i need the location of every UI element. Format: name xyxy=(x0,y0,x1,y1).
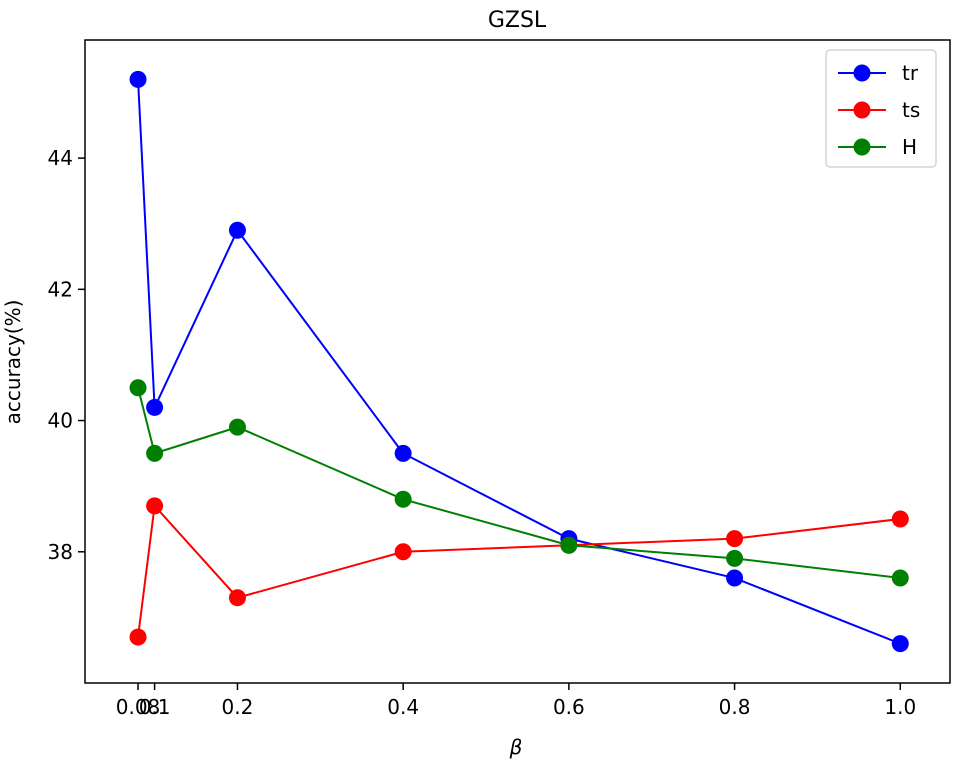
legend-box xyxy=(825,49,937,168)
x-tick-label: 0.8 xyxy=(719,695,751,719)
x-tick-label: 0.2 xyxy=(222,695,254,719)
x-tick-label: 0.08 xyxy=(116,695,161,719)
data-point-ts xyxy=(891,510,909,528)
x-tick-label: 0.6 xyxy=(553,695,585,719)
y-axis: 38 40 42 44 xyxy=(48,146,85,564)
legend-label: H xyxy=(902,135,917,159)
data-point-H xyxy=(891,569,909,587)
data-point-tr xyxy=(891,635,909,653)
series-layer xyxy=(129,70,909,653)
chart-title: GZSL xyxy=(488,8,547,33)
plot-frame xyxy=(84,39,951,684)
data-point-tr xyxy=(228,221,246,239)
data-point-H xyxy=(129,379,147,397)
legend-label: ts xyxy=(902,98,920,122)
series-H xyxy=(129,379,909,587)
legend-marker xyxy=(853,138,871,156)
x-axis-label: β xyxy=(509,735,523,759)
y-tick-label: 44 xyxy=(48,146,73,170)
data-point-ts xyxy=(146,497,164,515)
x-tick-label: 0.1 xyxy=(139,695,171,719)
series-ts xyxy=(129,497,909,646)
y-tick-label: 40 xyxy=(48,409,73,433)
series-line-tr xyxy=(137,79,901,645)
data-point-H xyxy=(560,536,578,554)
x-tick-label: 1.0 xyxy=(884,695,916,719)
data-point-ts xyxy=(228,589,246,607)
data-point-tr xyxy=(394,444,412,462)
legend: tr ts H xyxy=(825,49,937,168)
y-tick-label: 38 xyxy=(48,540,73,564)
data-point-tr xyxy=(129,70,147,88)
series-line-ts xyxy=(137,503,901,638)
data-point-tr xyxy=(146,398,164,416)
series-line-H xyxy=(137,387,901,580)
data-point-H xyxy=(394,490,412,508)
y-axis-label: accuracy(%) xyxy=(1,300,25,425)
legend-label: tr xyxy=(902,61,919,85)
legend-marker xyxy=(853,64,871,82)
data-point-ts xyxy=(726,530,744,548)
data-point-H xyxy=(228,418,246,436)
y-tick-label: 42 xyxy=(48,277,73,301)
data-point-H xyxy=(726,549,744,567)
data-point-tr xyxy=(726,569,744,587)
legend-marker xyxy=(853,101,871,119)
x-tick-label: 0.4 xyxy=(387,695,419,719)
data-point-ts xyxy=(394,543,412,561)
data-point-H xyxy=(146,444,164,462)
x-axis: 0.080.1 0.2 0.4 0.6 0.8 1.0 xyxy=(116,683,916,719)
data-point-ts xyxy=(129,628,147,646)
